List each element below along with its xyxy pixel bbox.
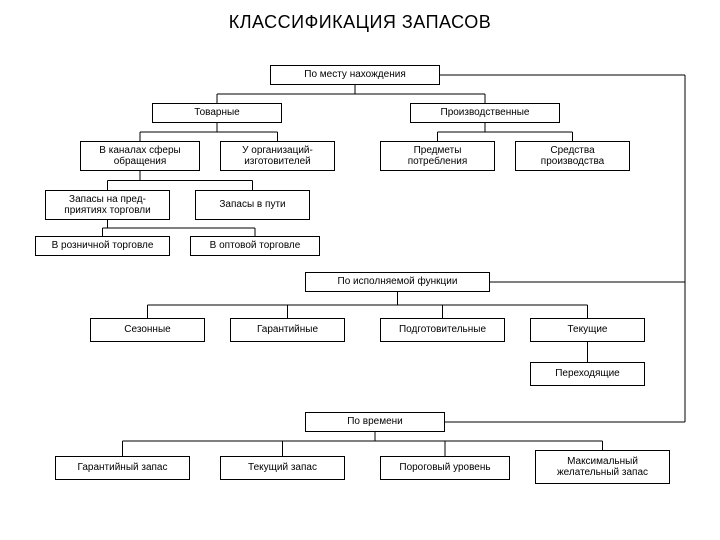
node-tek: Текущие [530, 318, 645, 342]
node-porog: Пороговый уровень [380, 456, 510, 480]
node-perex: Переходящие [530, 362, 645, 386]
diagram-title: КЛАССИФИКАЦИЯ ЗАПАСОВ [0, 12, 720, 33]
node-tov: Товарные [152, 103, 282, 123]
node-vrozn: В розничной торговле [35, 236, 170, 256]
node-uorg: У организаций-изготовителей [220, 141, 335, 171]
node-gar: Гарантийные [230, 318, 345, 342]
node-podg: Подготовительные [380, 318, 505, 342]
node-root3: По времени [305, 412, 445, 432]
node-sez: Сезонные [90, 318, 205, 342]
node-root1: По месту нахождения [270, 65, 440, 85]
node-sred: Средства производства [515, 141, 630, 171]
node-zappr: Запасы на пред-приятиях торговли [45, 190, 170, 220]
node-zaput: Запасы в пути [195, 190, 310, 220]
node-root2: По исполняемой функции [305, 272, 490, 292]
node-predm: Предметы потребления [380, 141, 495, 171]
node-tekzap: Текущий запас [220, 456, 345, 480]
node-garzap: Гарантийный запас [55, 456, 190, 480]
node-proizv: Производственные [410, 103, 560, 123]
node-vopt: В оптовой торговле [190, 236, 320, 256]
node-kanal: В каналах сферы обращения [80, 141, 200, 171]
node-maxzap: Максимальный желательный запас [535, 450, 670, 484]
